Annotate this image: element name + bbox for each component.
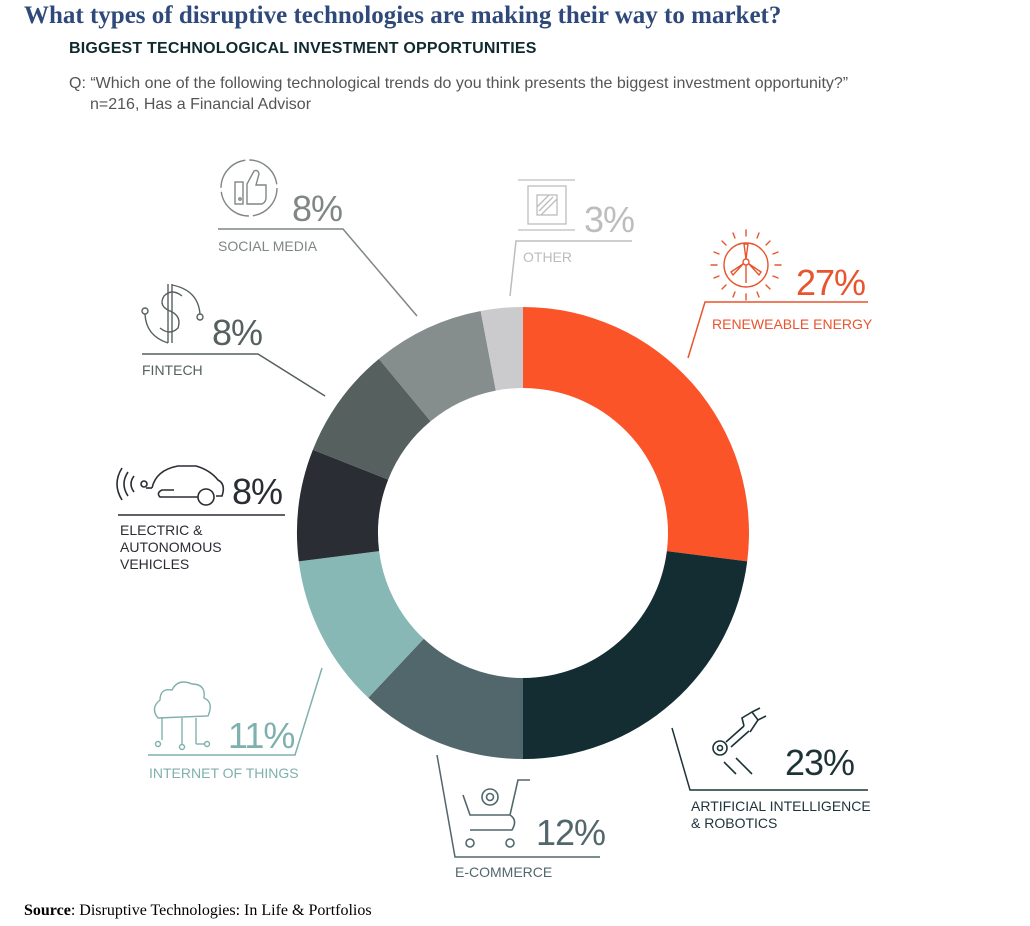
sample-size: n=216, Has a Financial Advisor [90, 96, 312, 113]
label-social-media: SOCIAL MEDIA [218, 238, 318, 254]
pct-fintech: 8% [212, 312, 263, 353]
donut-segments [297, 307, 749, 759]
robotic-arm-icon [712, 707, 767, 775]
leader-line-iot [148, 667, 323, 756]
leader-line-fintech [142, 353, 326, 397]
donut-segment-artificial-intelligence-robotics [523, 551, 748, 759]
donut-segment-internet-of-things [298, 551, 424, 698]
chart-subtitle: BIGGEST TECHNOLOGICAL INVESTMENT OPPORTU… [69, 40, 537, 57]
source-label: Source [24, 902, 71, 919]
leader-line-ai [671, 727, 868, 791]
page-title: What types of disruptive technologies ar… [24, 2, 782, 29]
donut-segment-renewable-energy [523, 307, 749, 562]
survey-question: Q: “Which one of the following technolog… [69, 73, 848, 115]
chip-icon [518, 179, 575, 231]
label-ai-line1: ARTIFICIAL INTELLIGENCE [691, 798, 871, 814]
label-ev-line1: ELECTRIC & [120, 522, 203, 538]
wind-turbine-sun-icon [710, 229, 782, 301]
donut-segment-fintech [312, 358, 431, 480]
label-ecommerce: E-COMMERCE [455, 864, 553, 880]
label-ai-robotics: ARTIFICIAL INTELLIGENCE & ROBOTICS [691, 798, 871, 832]
shopping-cart-at-icon [462, 779, 530, 848]
pct-social-media: 8% [292, 188, 343, 229]
pct-renewable-energy: 27% [796, 262, 866, 303]
label-ai-line2: & ROBOTICS [691, 815, 778, 831]
donut-segment-social-media [378, 311, 496, 422]
label-ev-line3: VEHICLES [120, 556, 190, 572]
label-iot: INTERNET OF THINGS [149, 765, 299, 781]
question-text: Q: “Which one of the following technolog… [69, 75, 849, 92]
leader-line-other [509, 240, 632, 297]
donut-segment-other [480, 307, 523, 391]
pct-other: 3% [584, 199, 635, 240]
pct-ai-robotics: 23% [785, 742, 855, 783]
source-text: : Disruptive Technologies: In Life & Por… [70, 902, 372, 919]
leader-line-ecommerce [436, 754, 600, 858]
thumbs-up-phone-icon [220, 159, 278, 217]
donut-segment-electric-autonomous-vehicles [297, 449, 389, 562]
dollar-circuit-icon [141, 284, 204, 344]
leader-line-social [218, 228, 418, 317]
pct-ecommerce: 12% [536, 812, 606, 853]
leader-line-renewable [687, 301, 868, 359]
label-other: OTHER [523, 249, 572, 265]
label-ev: ELECTRIC & AUTONOMOUS VEHICLES [120, 522, 222, 573]
label-renewable-energy: RENEWEABLE ENERGY [712, 316, 873, 332]
label-ev-line2: AUTONOMOUS [120, 539, 222, 555]
label-fintech: FINTECH [142, 362, 203, 378]
pct-iot: 11% [228, 715, 295, 756]
donut-segment-e-commerce [368, 638, 523, 759]
pct-ev: 8% [232, 471, 283, 512]
cloud-network-icon [153, 681, 211, 751]
car-signal-icon [116, 465, 225, 506]
source-citation: Source: Disruptive Technologies: In Life… [24, 902, 372, 920]
